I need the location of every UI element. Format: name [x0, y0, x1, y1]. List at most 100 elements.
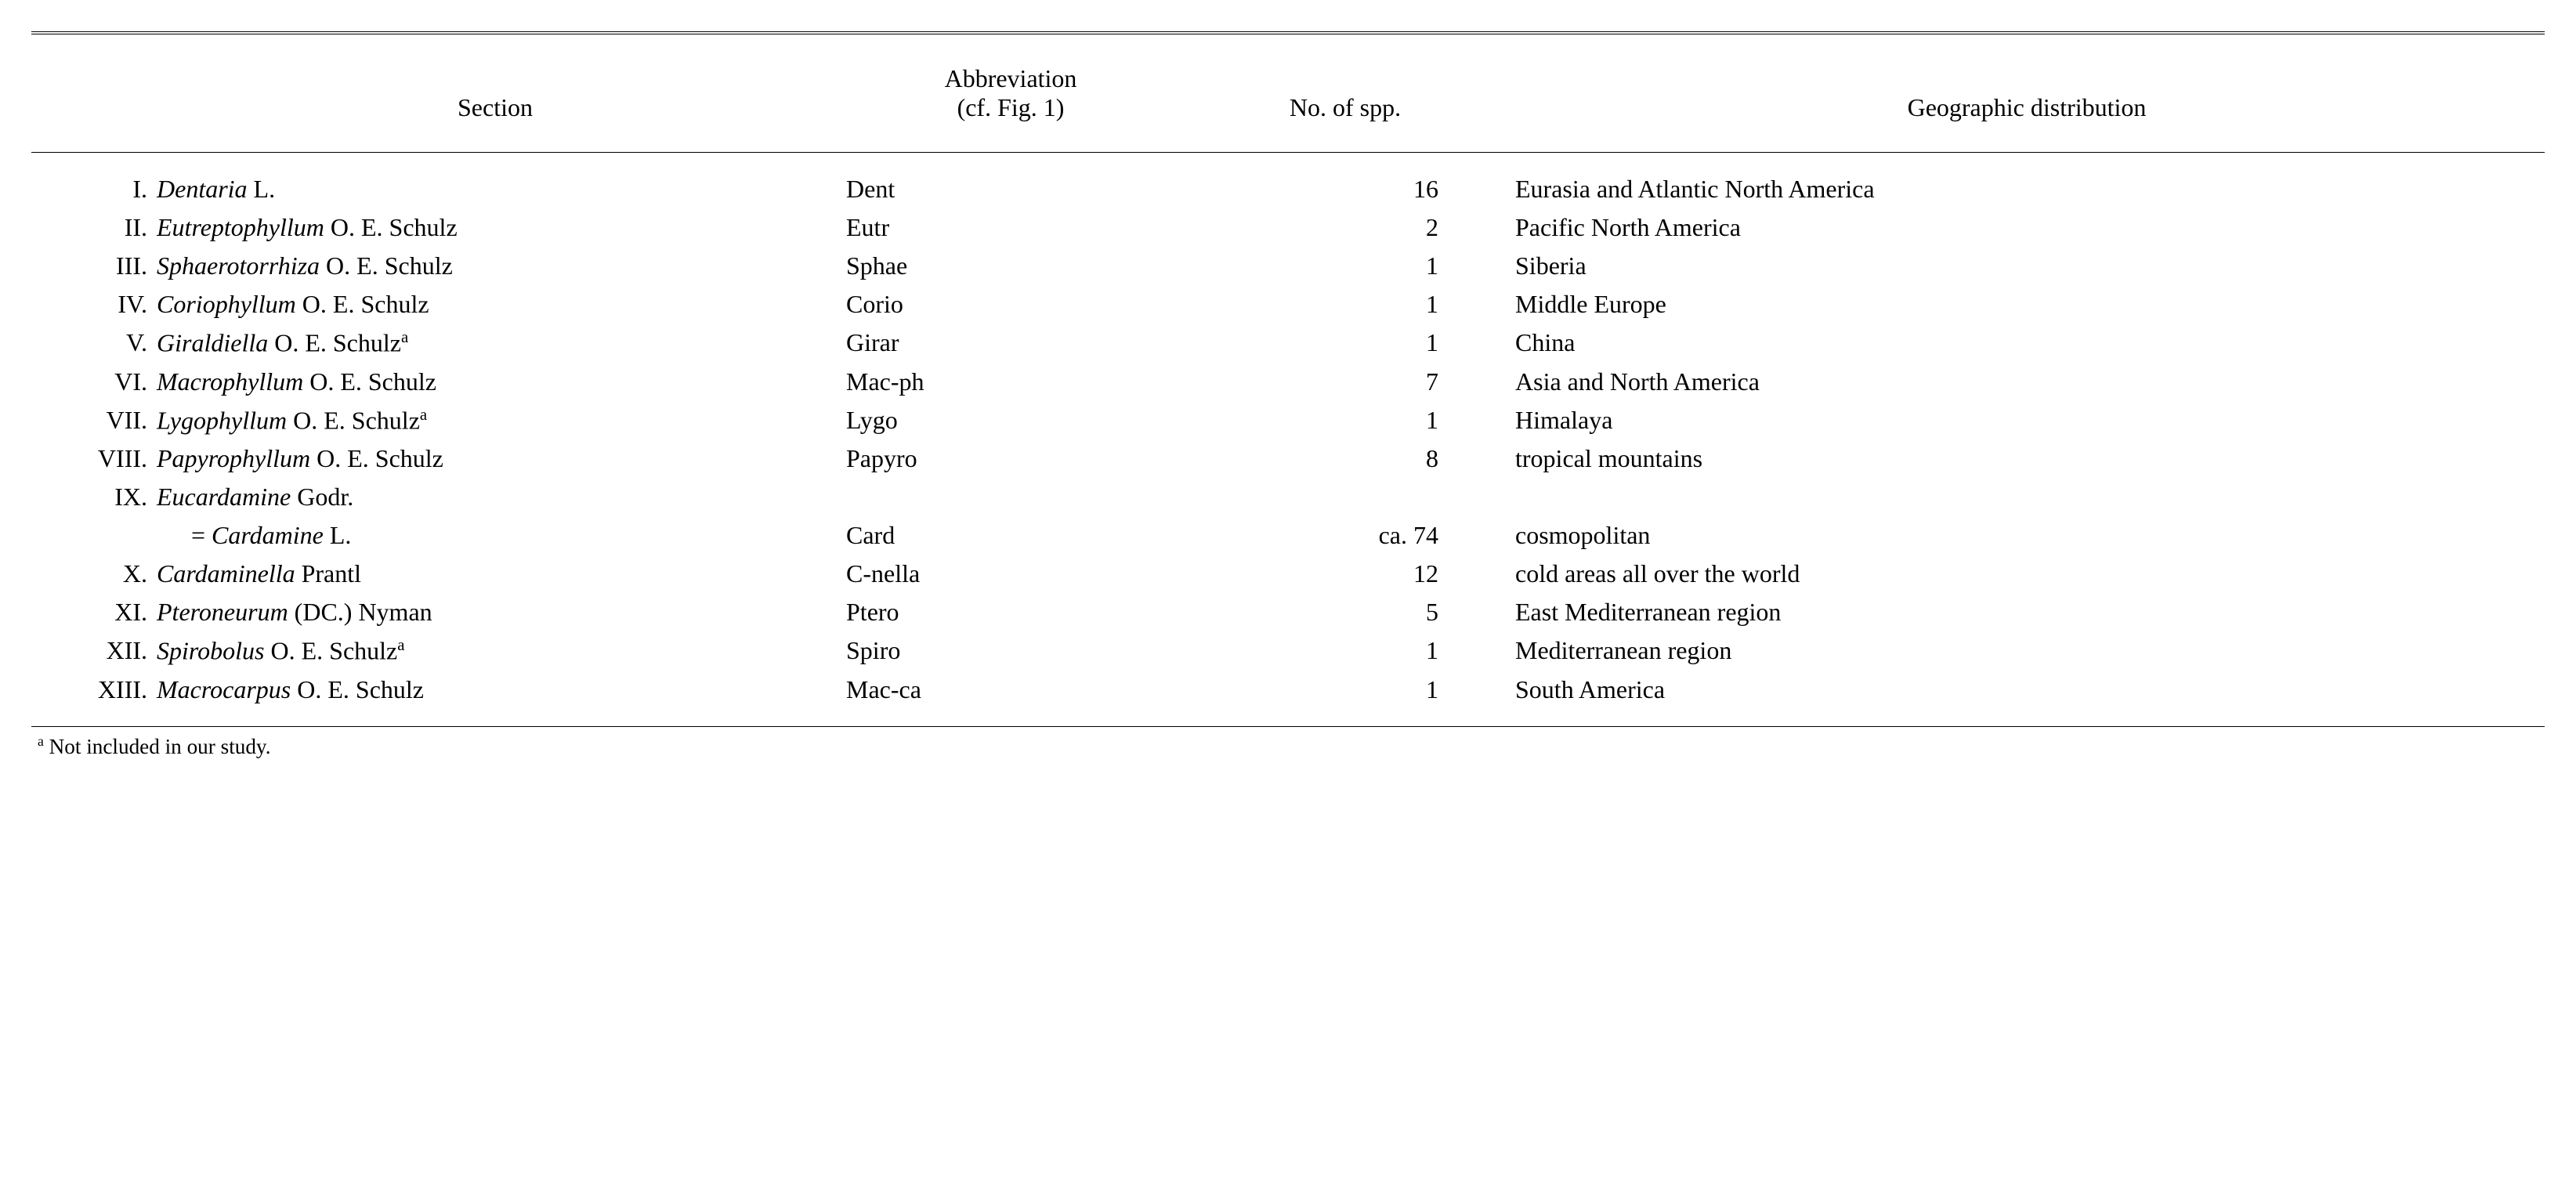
- geographic-distribution: Middle Europe: [1509, 285, 2545, 324]
- taxon-name: Coriophyllum: [157, 290, 296, 318]
- roman-numeral: XII.: [31, 631, 150, 671]
- abbreviation: Mac-ca: [840, 671, 1181, 709]
- abbreviation: Card: [840, 516, 1181, 555]
- section-name: Spirobolus O. E. Schulza: [150, 631, 840, 671]
- abbreviation: Girar: [840, 324, 1181, 363]
- abbreviation: Corio: [840, 285, 1181, 324]
- table-row-synonym: = Cardamine L.Cardca. 74cosmopolitan: [31, 516, 2545, 555]
- abbreviation: Ptero: [840, 593, 1181, 631]
- taxon-name: Cardaminella: [157, 559, 295, 588]
- author-name: O. E. Schulz: [296, 290, 429, 318]
- section-name: Cardaminella Prantl: [150, 555, 840, 593]
- table-row: VII.Lygophyllum O. E. SchulzaLygo1Himala…: [31, 401, 2545, 440]
- geographic-distribution: cold areas all over the world: [1509, 555, 2545, 593]
- species-count: 1: [1181, 285, 1509, 324]
- roman-numeral: IV.: [31, 285, 150, 324]
- geographic-distribution: Himalaya: [1509, 401, 2545, 440]
- taxon-name: Macrocarpus: [157, 675, 291, 703]
- taxon-name: Macrophyllum: [157, 367, 303, 396]
- geographic-distribution: Mediterranean region: [1509, 631, 2545, 671]
- taxon-name: Sphaerotorrhiza: [157, 251, 320, 280]
- author-name: O. E. Schulz: [287, 406, 420, 434]
- geographic-distribution: East Mediterranean region: [1509, 593, 2545, 631]
- author-name: O. E. Schulz: [324, 213, 458, 241]
- table-row: V.Giraldiella O. E. SchulzaGirar1China: [31, 324, 2545, 363]
- footnote-ref: a: [401, 328, 408, 346]
- author-name: O. E. Schulz: [265, 637, 398, 665]
- author-name: O. E. Schulz: [303, 367, 436, 396]
- table-body: I.Dentaria L.Dent16Eurasia and Atlantic …: [31, 153, 2545, 709]
- geographic-distribution: Eurasia and Atlantic North America: [1509, 170, 2545, 208]
- section-name: Giraldiella O. E. Schulza: [150, 324, 840, 363]
- taxon-name: Eucardamine: [157, 483, 291, 511]
- geographic-distribution: Asia and North America: [1509, 363, 2545, 401]
- species-count: 1: [1181, 671, 1509, 709]
- species-count: 16: [1181, 170, 1509, 208]
- taxon-name: Papyrophyllum: [157, 444, 310, 472]
- abbreviation: Eutr: [840, 208, 1181, 247]
- header-section: Section: [150, 55, 840, 132]
- roman-numeral: I.: [31, 170, 150, 208]
- header-abbrev: Abbreviation (cf. Fig. 1): [840, 55, 1181, 132]
- section-name: Eucardamine Godr.: [150, 478, 840, 516]
- table-row: III.Sphaerotorrhiza O. E. SchulzSphae1Si…: [31, 247, 2545, 285]
- table-row: I.Dentaria L.Dent16Eurasia and Atlantic …: [31, 170, 2545, 208]
- species-count: 1: [1181, 401, 1509, 440]
- geographic-distribution: Siberia: [1509, 247, 2545, 285]
- table-row: XI.Pteroneurum (DC.) NymanPtero5East Med…: [31, 593, 2545, 631]
- roman-numeral: XIII.: [31, 671, 150, 709]
- synonym-name: = Cardamine L.: [150, 516, 840, 555]
- geographic-distribution: Pacific North America: [1509, 208, 2545, 247]
- author-name: L.: [324, 521, 352, 549]
- table-footnote-row: a Not included in our study.: [31, 726, 2545, 764]
- species-count: 1: [1181, 247, 1509, 285]
- roman-numeral: II.: [31, 208, 150, 247]
- footnote-text: Not included in our study.: [44, 735, 271, 758]
- species-count: [1181, 478, 1509, 516]
- footnote-ref: a: [420, 406, 427, 424]
- species-count: 1: [1181, 631, 1509, 671]
- roman-numeral: XI.: [31, 593, 150, 631]
- roman-numeral: IX.: [31, 478, 150, 516]
- section-name: Sphaerotorrhiza O. E. Schulz: [150, 247, 840, 285]
- species-count: 7: [1181, 363, 1509, 401]
- abbreviation: Lygo: [840, 401, 1181, 440]
- abbreviation: Sphae: [840, 247, 1181, 285]
- abbreviation: Mac-ph: [840, 363, 1181, 401]
- geographic-distribution: [1509, 478, 2545, 516]
- taxon-name: Cardamine: [212, 521, 324, 549]
- table-row: VI.Macrophyllum O. E. SchulzMac-ph7Asia …: [31, 363, 2545, 401]
- taxon-name: Eutreptophyllum: [157, 213, 324, 241]
- abbreviation: [840, 478, 1181, 516]
- footnote: a Not included in our study.: [31, 726, 2545, 764]
- geographic-distribution: cosmopolitan: [1509, 516, 2545, 555]
- section-name: Pteroneurum (DC.) Nyman: [150, 593, 840, 631]
- table-row: II.Eutreptophyllum O. E. SchulzEutr2Paci…: [31, 208, 2545, 247]
- section-name: Papyrophyllum O. E. Schulz: [150, 439, 840, 478]
- section-name: Eutreptophyllum O. E. Schulz: [150, 208, 840, 247]
- table-row: XIII.Macrocarpus O. E. SchulzMac-ca1Sout…: [31, 671, 2545, 709]
- species-count: 5: [1181, 593, 1509, 631]
- author-name: Godr.: [291, 483, 353, 511]
- author-name: O. E. Schulz: [291, 675, 424, 703]
- species-count: 12: [1181, 555, 1509, 593]
- table-row: IX.Eucardamine Godr.: [31, 478, 2545, 516]
- geographic-distribution: tropical mountains: [1509, 439, 2545, 478]
- section-name: Macrocarpus O. E. Schulz: [150, 671, 840, 709]
- abbreviation: Spiro: [840, 631, 1181, 671]
- section-name: Coriophyllum O. E. Schulz: [150, 285, 840, 324]
- table-row: X.Cardaminella PrantlC-nella12cold areas…: [31, 555, 2545, 593]
- taxon-name: Giraldiella: [157, 329, 268, 357]
- author-name: Prantl: [295, 559, 361, 588]
- table-row: XII.Spirobolus O. E. SchulzaSpiro1Medite…: [31, 631, 2545, 671]
- sections-table: Section Abbreviation (cf. Fig. 1) No. of…: [31, 31, 2545, 764]
- geographic-distribution: China: [1509, 324, 2545, 363]
- header-geo: Geographic distribution: [1509, 55, 2545, 132]
- author-name: O. E. Schulz: [320, 251, 453, 280]
- abbreviation: Papyro: [840, 439, 1181, 478]
- author-name: (DC.) Nyman: [288, 598, 432, 626]
- header-spp: No. of spp.: [1181, 55, 1509, 132]
- roman-numeral: III.: [31, 247, 150, 285]
- species-count: 1: [1181, 324, 1509, 363]
- roman-numeral: V.: [31, 324, 150, 363]
